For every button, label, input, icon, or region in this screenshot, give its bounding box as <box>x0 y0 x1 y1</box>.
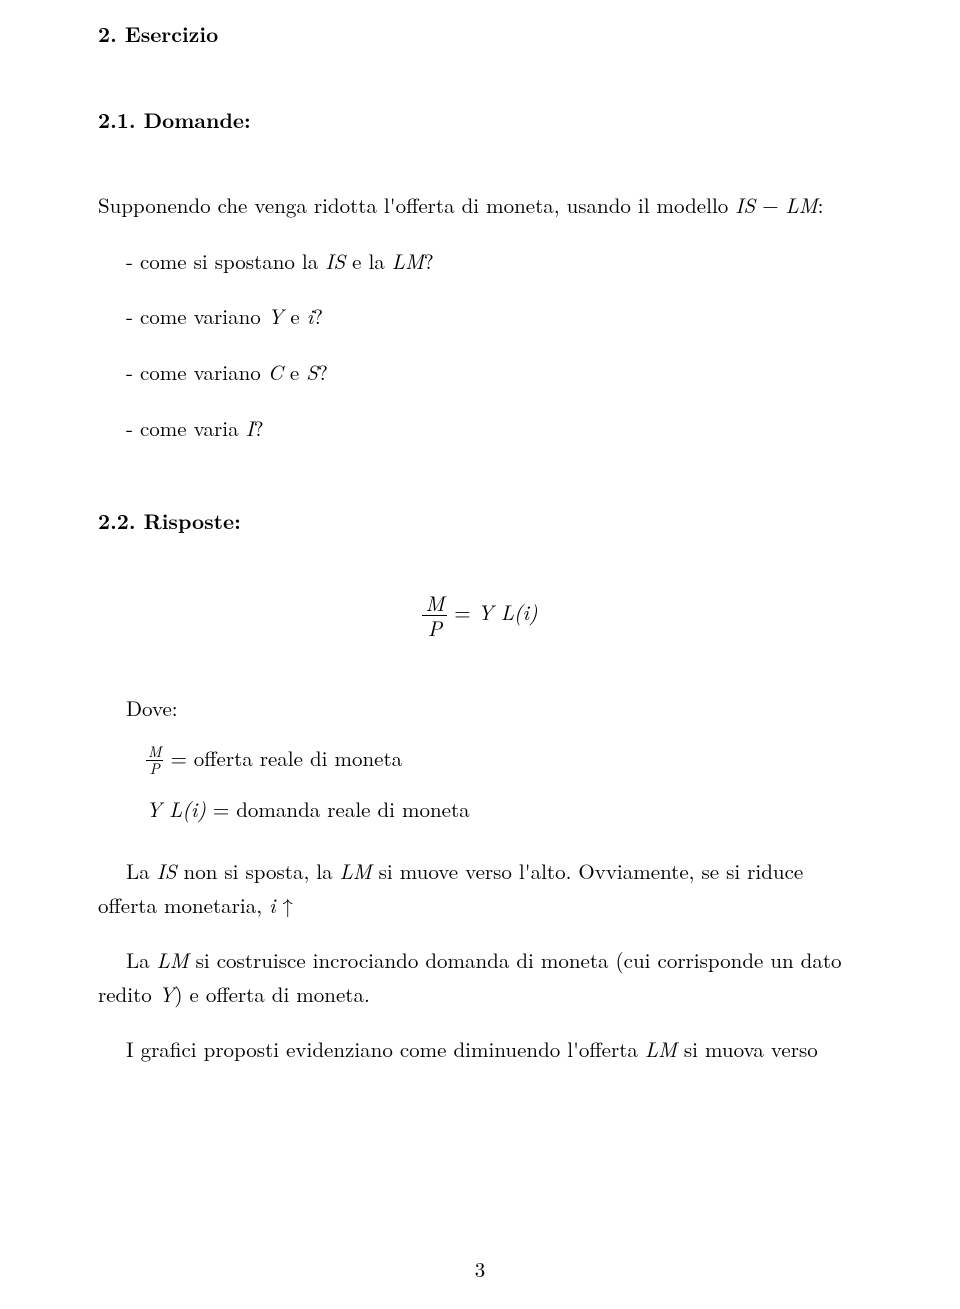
display-equation: M P = Y L(i) <box>98 591 862 640</box>
fraction-small-m-over-p: M P <box>146 744 163 777</box>
q1-is: IS <box>325 246 345 276</box>
q4-post: ? <box>254 413 264 443</box>
intro-paragraph: Supponendo che venga ridotta l'offerta d… <box>98 189 862 223</box>
q1-lm: LM <box>392 246 424 276</box>
question-4: - come varia I? <box>98 412 862 446</box>
q1-pre: - come si spostano la <box>126 246 325 276</box>
subsection-heading-risposte: 2.2. Risposte: <box>98 505 862 539</box>
answer-paragraph-2-line1: La LM si costruisce incrociando domanda … <box>98 944 862 978</box>
fraction-denominator: P <box>422 616 447 640</box>
intro-is: IS <box>735 190 755 220</box>
q2-mid: e <box>283 301 306 331</box>
intro-text-post: : <box>818 190 824 220</box>
def2-text: = domanda reale di moneta <box>206 794 470 824</box>
p2-a: La <box>126 945 157 975</box>
p3-a: I grafici proposti evidenziano come dimi… <box>126 1034 645 1064</box>
dove-label: Dove: <box>126 692 862 726</box>
section-heading: 2. Esercizio <box>98 18 862 52</box>
p2-line2-b: ) e offerta di moneta. <box>174 979 369 1009</box>
p2-line2-a: redito <box>98 979 159 1009</box>
p2-b: si costruisce incrociando domanda di mon… <box>189 945 842 975</box>
q2-y: Y <box>268 301 284 331</box>
intro-lm: LM <box>786 190 818 220</box>
answer-paragraph-1-line2: offerta monetaria, i ↑ <box>98 889 862 923</box>
answer-paragraph-1-line1: La IS non si sposta, la LM si muove vers… <box>98 855 862 889</box>
subsection-heading-domande: 2.1. Domande: <box>98 104 862 138</box>
p3-lm: LM <box>645 1034 677 1064</box>
question-1: - come si spostano la IS e la LM? <box>98 245 862 279</box>
answer-paragraph-3: I grafici proposti evidenziano come dimi… <box>98 1033 862 1067</box>
q3-c: C <box>268 357 283 387</box>
question-3: - come variano C e S? <box>98 356 862 390</box>
p1-lm: LM <box>340 856 372 886</box>
eq-equals: = <box>447 597 477 627</box>
q3-mid: e <box>283 357 306 387</box>
p2-line2-y: Y <box>159 979 175 1009</box>
q2-pre: - come variano <box>126 301 268 331</box>
q4-i: I <box>246 413 254 443</box>
page-number: 3 <box>0 1253 960 1287</box>
q1-post: ? <box>424 246 434 276</box>
p1-b: non si sposta, la <box>177 856 340 886</box>
q3-post: ? <box>318 357 328 387</box>
intro-text-pre: Supponendo che venga ridotta l'offerta d… <box>98 190 735 220</box>
intro-minus: − <box>755 190 785 220</box>
q2-post: ? <box>313 301 323 331</box>
p1-c: si muove verso l'alto. Ovviamente, se si… <box>372 856 804 886</box>
p1-line2-a: offerta monetaria, <box>98 890 269 920</box>
def2-lhs: Y L(i) <box>146 794 206 824</box>
q4-pre: - come varia <box>126 413 246 443</box>
eq-rhs: Y L(i) <box>478 597 538 627</box>
q1-mid: e la <box>345 246 392 276</box>
definition-2: Y L(i) = domanda reale di moneta <box>146 793 862 827</box>
p1-is: IS <box>157 856 177 886</box>
p2-lm: LM <box>157 945 189 975</box>
p3-b: si muova verso <box>677 1034 818 1064</box>
definition-1: M P = offerta reale di moneta <box>146 742 862 778</box>
fraction-m-over-p: M P <box>422 591 447 640</box>
question-2: - come variano Y e i? <box>98 300 862 334</box>
fraction-small-den: P <box>146 761 163 777</box>
p1-a: La <box>126 856 157 886</box>
q3-s: S <box>306 357 318 387</box>
dove-block: Dove: M P = offerta reale di moneta Y L(… <box>126 692 862 827</box>
answer-paragraph-2-line2: redito Y) e offerta di moneta. <box>98 978 862 1012</box>
def1-text: = offerta reale di moneta <box>163 743 402 773</box>
up-arrow-icon: ↑ <box>275 890 293 920</box>
q3-pre: - come variano <box>126 357 268 387</box>
